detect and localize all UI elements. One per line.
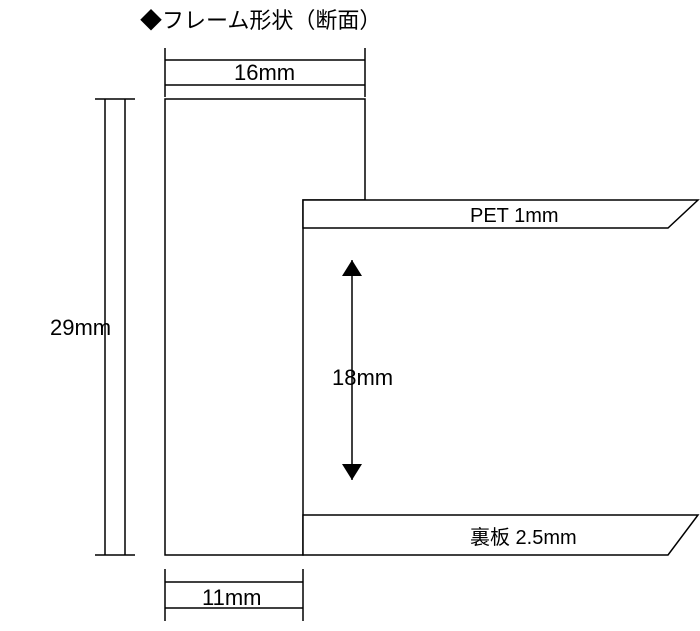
frame-cross-section-diagram: ◆フレーム形状（断面） PET 1mm 裏板 2.5mm 29mm 16mm 11mm 18… [0,0,700,631]
frame-profile [165,99,365,555]
dim-18mm-arrow-up [342,260,362,276]
dim-18mm-label: 18mm [332,365,393,390]
diagram-title: ◆フレーム形状（断面） [140,8,381,33]
dim-16mm-label: 16mm [234,60,295,85]
dim-11mm-label: 11mm [202,585,262,610]
dim-29mm-label: 29mm [50,315,111,340]
dim-18mm-arrow-down [342,464,362,480]
pet-layer-label: PET 1mm [470,205,559,227]
back-board-label: 裏板 2.5mm [470,526,577,549]
